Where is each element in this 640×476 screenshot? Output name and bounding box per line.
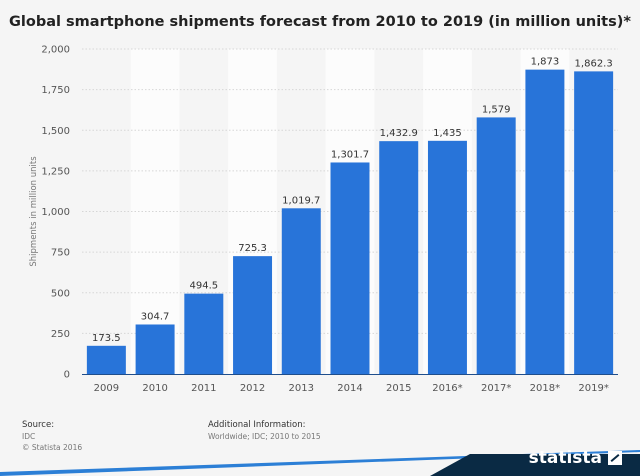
- bar-2016: [427, 140, 467, 374]
- additional-info-block: Additional Information: Worldwide; IDC; …: [208, 420, 321, 441]
- y-tick-label: 1,500: [41, 126, 70, 137]
- y-axis-ticks: 0 250 500 750 1,000 1,250 1,500 1,750 2,000: [41, 45, 70, 381]
- y-axis-label: Shipments in million units: [29, 156, 39, 267]
- brand-bar: [0, 450, 640, 476]
- bar-2010: [135, 324, 175, 374]
- data-label: 173.5: [92, 333, 121, 344]
- x-tick-label: 2015: [386, 383, 411, 394]
- y-tick-label: 500: [51, 288, 70, 299]
- y-tick-label: 1,250: [41, 166, 70, 177]
- bar-2014: [330, 162, 370, 374]
- bars: [86, 69, 614, 374]
- bar-2009: [86, 345, 126, 374]
- bar-2012: [233, 256, 273, 374]
- data-label: 1,435: [433, 128, 462, 139]
- bar-2013: [281, 208, 321, 374]
- bar-2011: [184, 293, 224, 374]
- x-tick-label: 2018*: [530, 383, 560, 394]
- x-tick-label: 2014: [337, 383, 362, 394]
- y-tick-label: 250: [51, 329, 70, 340]
- bar-2019: [574, 71, 614, 374]
- source-block: Source: IDC © Statista 2016: [22, 420, 82, 452]
- data-label: 1,862.3: [575, 58, 613, 69]
- source-line-2: © Statista 2016: [22, 443, 83, 452]
- data-label: 494.5: [189, 281, 218, 292]
- x-tick-label: 2013: [289, 383, 314, 394]
- brand-background: [430, 454, 640, 476]
- data-label: 1,432.9: [380, 128, 418, 139]
- bar-2017: [476, 117, 516, 374]
- x-tick-label: 2017*: [481, 383, 511, 394]
- data-label: 304.7: [141, 311, 170, 322]
- bar-2018: [525, 69, 565, 374]
- bar-2015: [379, 141, 419, 374]
- chart-title: Global smartphone shipments forecast fro…: [9, 14, 631, 30]
- y-tick-label: 750: [51, 248, 70, 259]
- x-tick-label: 2016*: [432, 383, 462, 394]
- y-tick-label: 0: [64, 370, 70, 381]
- data-label: 725.3: [238, 243, 267, 254]
- brand-name: statista: [528, 448, 602, 468]
- y-tick-label: 1,000: [41, 207, 70, 218]
- data-label: 1,873: [531, 57, 560, 68]
- y-tick-label: 1,750: [41, 85, 70, 96]
- source-heading: Source:: [22, 420, 55, 430]
- statista-logo-icon: [608, 451, 622, 465]
- statista-logo[interactable]: statista: [529, 448, 622, 468]
- x-tick-label: 2009: [94, 383, 119, 394]
- data-label: 1,579: [482, 104, 511, 115]
- x-tick-label: 2012: [240, 383, 265, 394]
- y-tick-label: 2,000: [41, 45, 70, 56]
- x-tick-label: 2011: [191, 383, 216, 394]
- source-line-1[interactable]: IDC: [22, 432, 36, 441]
- x-axis-ticks: 2009 2010 2011 2012 2013 2014 2015 2016* 2017* 20…: [94, 383, 609, 394]
- x-tick-label: 2010: [142, 383, 167, 394]
- additional-info-heading: Additional Information:: [208, 420, 306, 430]
- data-label: 1,019.7: [282, 195, 320, 206]
- data-labels: 173.5 304.7 494.5 725.3 1,019.7 1,301.7 1,432.…: [92, 57, 613, 344]
- data-label: 1,301.7: [331, 149, 369, 160]
- x-tick-label: 2019*: [578, 383, 608, 394]
- additional-info-text: Worldwide; IDC; 2010 to 2015: [208, 432, 321, 441]
